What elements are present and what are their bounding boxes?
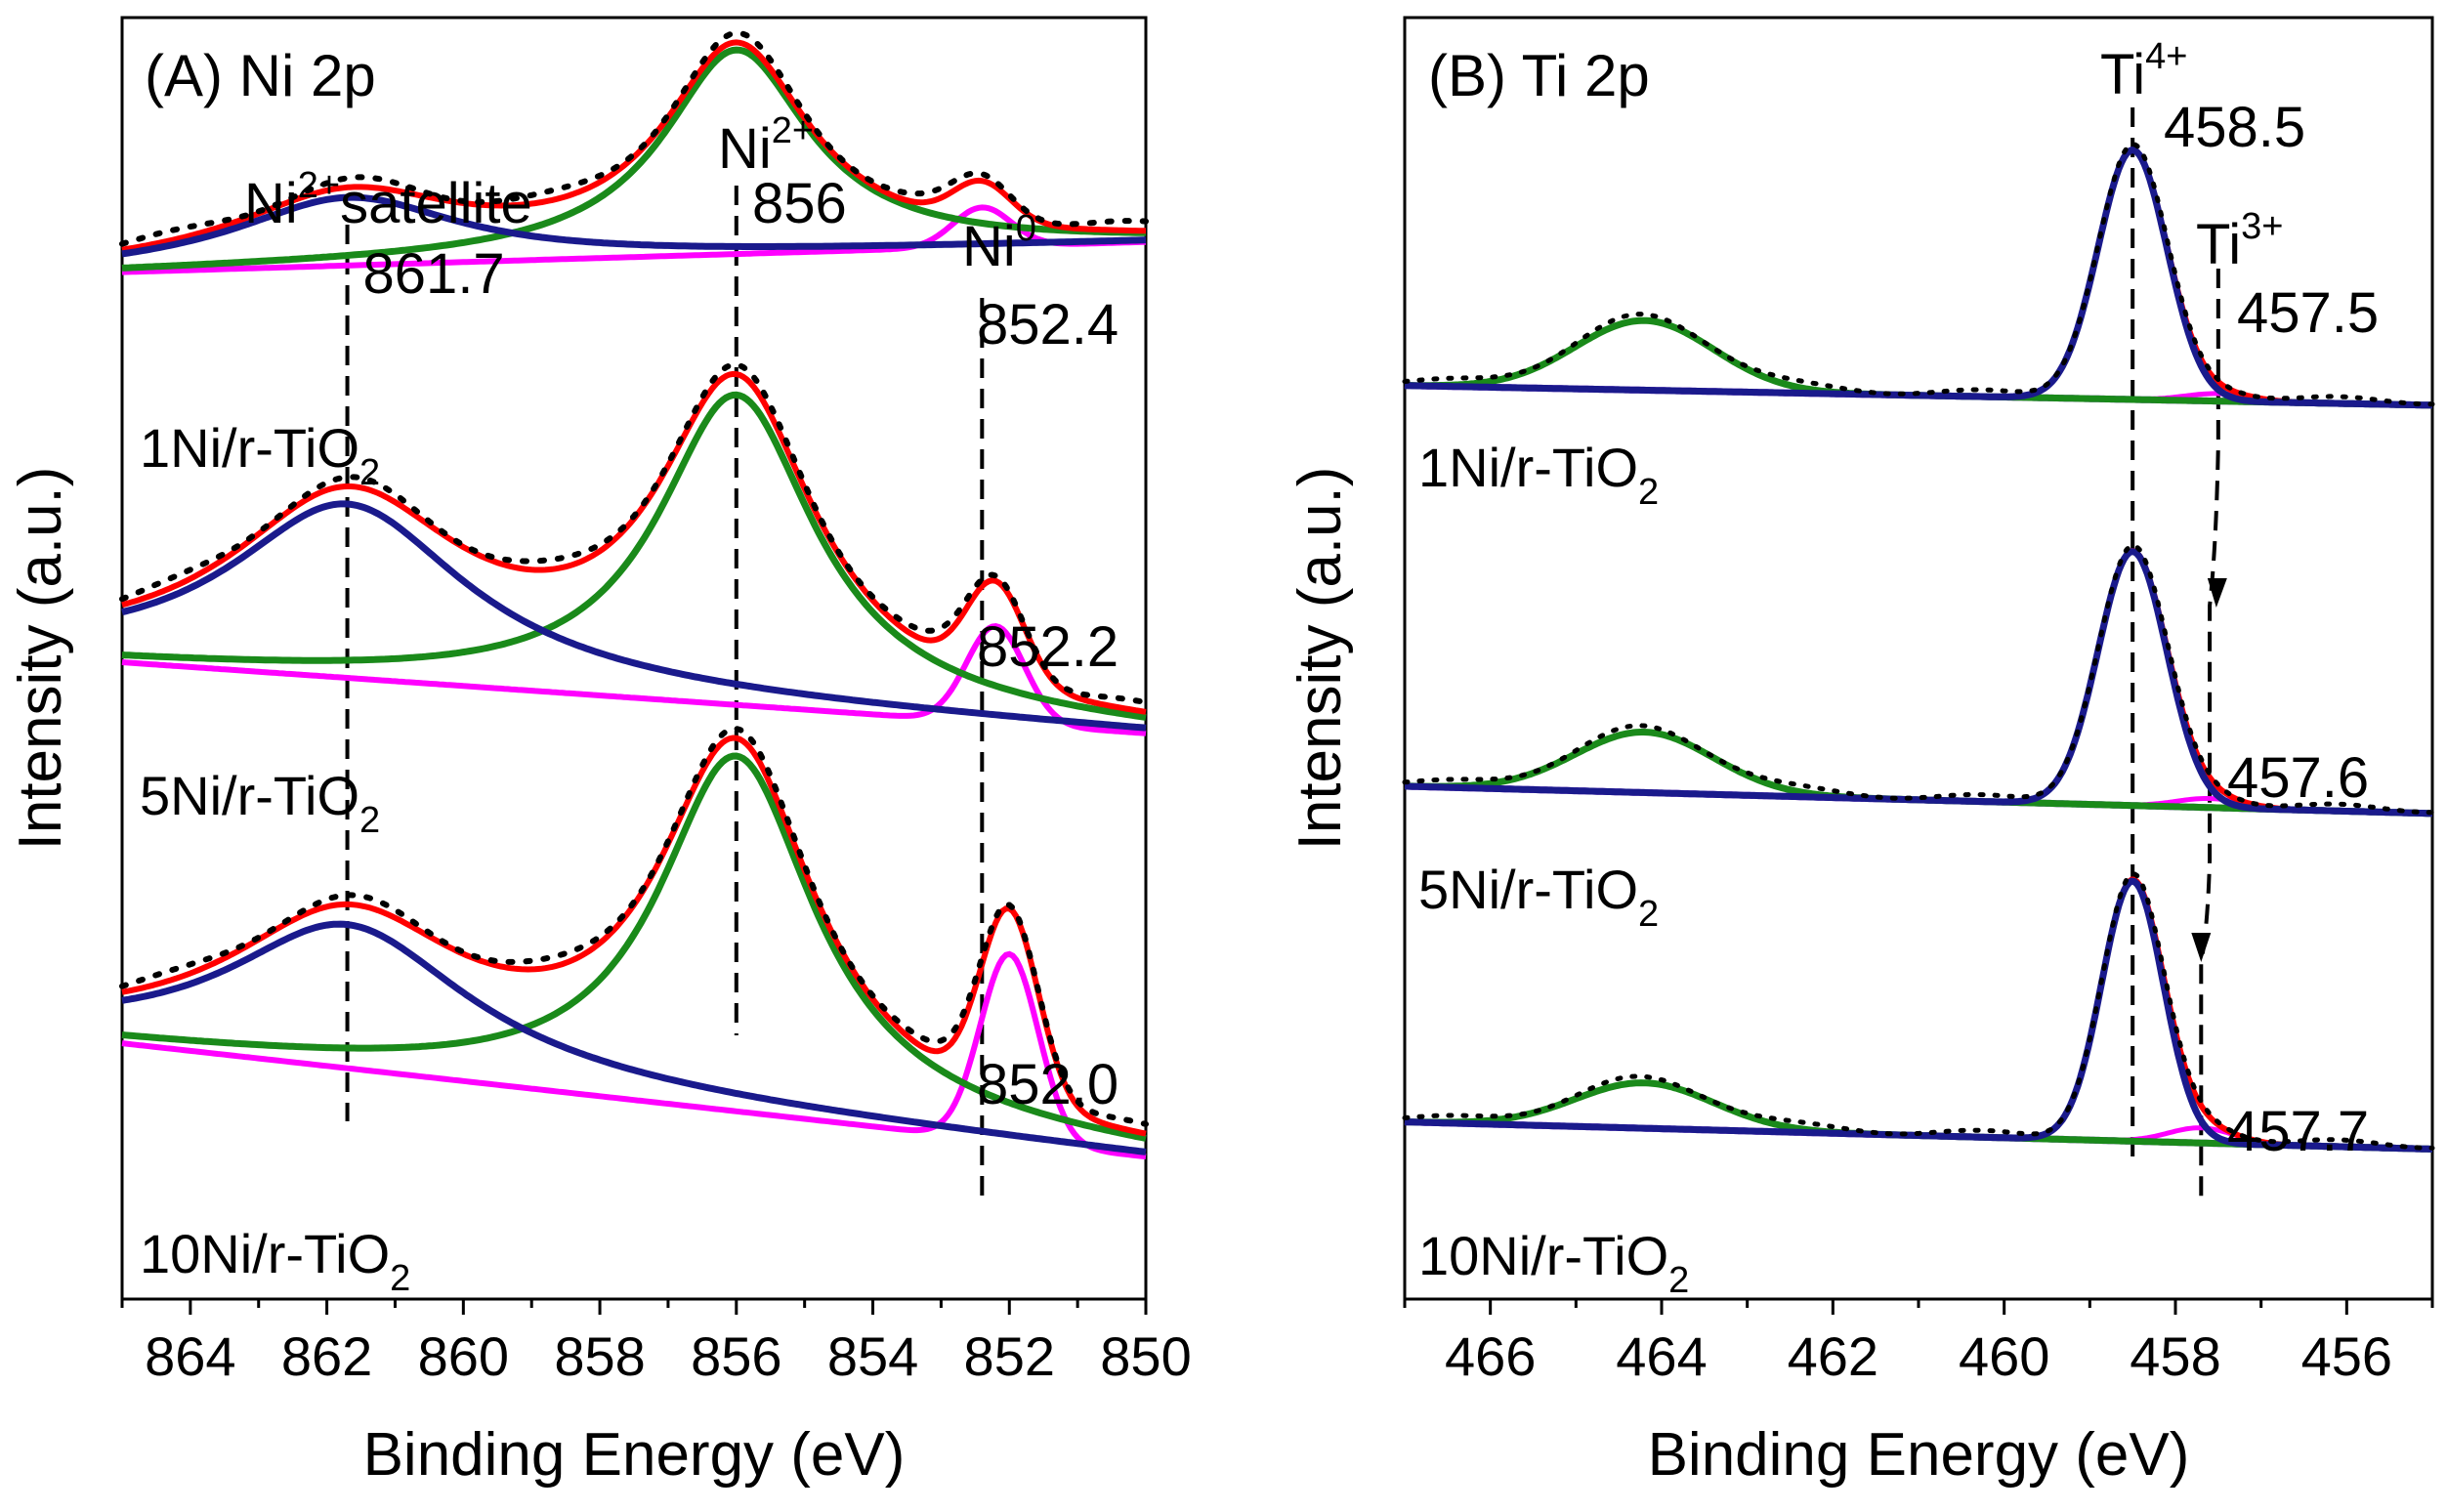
ti4-label-charge: 4+: [2145, 36, 2187, 77]
ti3-shift-guide-line: [2199, 269, 2220, 1206]
ni0-component-curve: [121, 950, 1147, 1160]
ni2-satellite-component-curve: [121, 193, 1147, 258]
sample-label: 1Ni/r-TiO2: [1418, 437, 1659, 513]
ni0-component-curve: [121, 622, 1147, 736]
ti3-label-species: Ti: [2196, 213, 2241, 276]
sample-label-main: 10Ni/r-TiO: [140, 1223, 390, 1284]
ti3-label: Ti3+: [2196, 206, 2284, 276]
panel-b-y-axis-title: Intensity (a.u.): [1287, 467, 1354, 851]
ni2-satellite-value: 861.7: [363, 242, 505, 306]
sample-label-main: 5Ni/r-TiO: [140, 765, 359, 826]
panel-b-ti-2p: (B) Ti 2p Intensity (a.u.) Binding Energ…: [1287, 16, 2435, 1489]
sample-label-main: 1Ni/r-TiO: [1418, 437, 1638, 498]
panel-a-tick-label: 864: [145, 1325, 235, 1387]
panel-a-tick-label: 856: [691, 1325, 781, 1387]
panel-a-x-axis-title: Binding Energy (eV): [363, 1421, 906, 1489]
panel-b-tick-label: 460: [1959, 1325, 2049, 1387]
ni2-main-component-curve: [121, 46, 1146, 272]
sample-label-subscript: 2: [359, 800, 380, 841]
raw-data-curve: [119, 29, 1149, 247]
panel-a-x-ticks: 864 862 860 858 856 854 852 850: [120, 1299, 1192, 1387]
raw-data-curve: [1402, 871, 2435, 1151]
sample-label: 5Ni/r-TiO2: [1418, 859, 1659, 935]
ni2-main-component-curve: [121, 391, 1147, 721]
ti4-label: Ti4+: [2100, 36, 2188, 106]
panel-b-labels: 1Ni/r-TiO25Ni/r-TiO210Ni/r-TiO2Ti4+458.5…: [1418, 36, 2379, 1301]
ni0-label-charge: 0: [1016, 208, 1036, 249]
panel-a-tick-label: 862: [281, 1325, 372, 1387]
panel-a-tick-label: 854: [827, 1325, 918, 1387]
sample-label-subscript: 2: [390, 1258, 410, 1299]
ni2-main-label: Ni2+: [718, 110, 814, 181]
sample-label-main: 5Ni/r-TiO: [1418, 859, 1638, 920]
label-suffix: satellite: [340, 172, 532, 235]
panel-b-x-ticks: 466 464 462 460 458 456: [1403, 1299, 2434, 1387]
sample-label: 1Ni/r-TiO2: [140, 417, 380, 493]
ni0-component-curve: [121, 204, 1147, 275]
ni0-label-species: Ni: [962, 215, 1016, 278]
raw-data-curve: [119, 361, 1149, 706]
fit-envelope-curve: [1405, 147, 2433, 408]
raw-data-curve: [1402, 542, 2435, 816]
panel-a-y-axis-title: Intensity (a.u.): [7, 467, 74, 851]
ti-2p32-component-curve: [1405, 548, 2432, 818]
sample-label-subscript: 2: [359, 452, 380, 493]
ti3-value-1ni: 457.5: [2237, 281, 2379, 345]
panel-b-x-axis-title: Binding Energy (eV): [1648, 1421, 2190, 1489]
raw-data-curve: [1402, 142, 2435, 407]
ti3-value-5ni: 457.6: [2227, 746, 2369, 810]
sample-label: 5Ni/r-TiO2: [140, 765, 380, 841]
arrow-down-icon: [2207, 578, 2227, 608]
panel-a-tick-label: 858: [554, 1325, 645, 1387]
label-species: Ni: [244, 172, 298, 235]
panel-a-title: (A) Ni 2p: [145, 43, 376, 108]
label-charge: 2+: [298, 165, 340, 206]
arrow-down-icon: [2191, 933, 2212, 962]
panel-b-tick-label: 464: [1616, 1325, 1707, 1387]
panel-b-title: (B) Ti 2p: [1428, 43, 1650, 108]
sample-label-main: 10Ni/r-TiO: [1418, 1225, 1668, 1286]
panel-b-tick-label: 462: [1788, 1325, 1878, 1387]
sample-label: 10Ni/r-TiO2: [1418, 1225, 1689, 1301]
panel-a-tick-label: 850: [1100, 1325, 1191, 1387]
ti-2p32-component-curve: [1404, 147, 2433, 409]
sample-label: 10Ni/r-TiO2: [140, 1223, 410, 1299]
sample-label-subscript: 2: [1638, 472, 1659, 513]
ni0-label: Ni0: [962, 208, 1036, 278]
sample-label-subscript: 2: [1638, 894, 1659, 935]
panel-a-tick-label: 852: [964, 1325, 1055, 1387]
ni2-main-label-charge: 2+: [772, 110, 814, 151]
raw-data-curve: [119, 726, 1149, 1127]
panel-b-tick-label: 456: [2301, 1325, 2392, 1387]
ti4-label-species: Ti: [2100, 43, 2145, 106]
panel-b-tick-label: 458: [2130, 1325, 2220, 1387]
ni2-satellite-component-curve: [121, 500, 1147, 732]
ni2-satellite-label: Ni2+satellite: [244, 165, 532, 235]
panel-a-spectra: [119, 29, 1149, 1160]
panel-b-spectra: [1402, 142, 2435, 1153]
panel-b-tick-label: 466: [1445, 1325, 1536, 1387]
sample-label-main: 1Ni/r-TiO: [140, 417, 359, 479]
panel-a-labels: 1Ni/r-TiO25Ni/r-TiO210Ni/r-TiO2Ni2+satel…: [140, 110, 1118, 1299]
panel-a-tick-label: 860: [418, 1325, 509, 1387]
ti3-label-charge: 3+: [2241, 206, 2283, 247]
ni2-main-component-curve: [121, 752, 1147, 1142]
sample-label-subscript: 2: [1668, 1260, 1689, 1301]
ni2-satellite-component-curve: [121, 920, 1147, 1155]
ni0-value-10ni: 852.0: [977, 1053, 1118, 1116]
ni0-value-5ni: 852.2: [977, 615, 1118, 679]
ti3-value-10ni: 457.7: [2227, 1100, 2369, 1163]
panel-a-ni-2p: (A) Ni 2p Intensity (a.u.) Binding Energ…: [7, 16, 1192, 1489]
ni2-main-label-species: Ni: [718, 117, 772, 181]
panel-b-guide-lines: [2131, 107, 2227, 1206]
panel-a-guide-lines: [345, 186, 985, 1203]
ni0-value-1ni: 852.4: [977, 293, 1118, 357]
ni2-main-value: 856: [752, 172, 847, 235]
ti4-value: 458.5: [2164, 96, 2305, 159]
